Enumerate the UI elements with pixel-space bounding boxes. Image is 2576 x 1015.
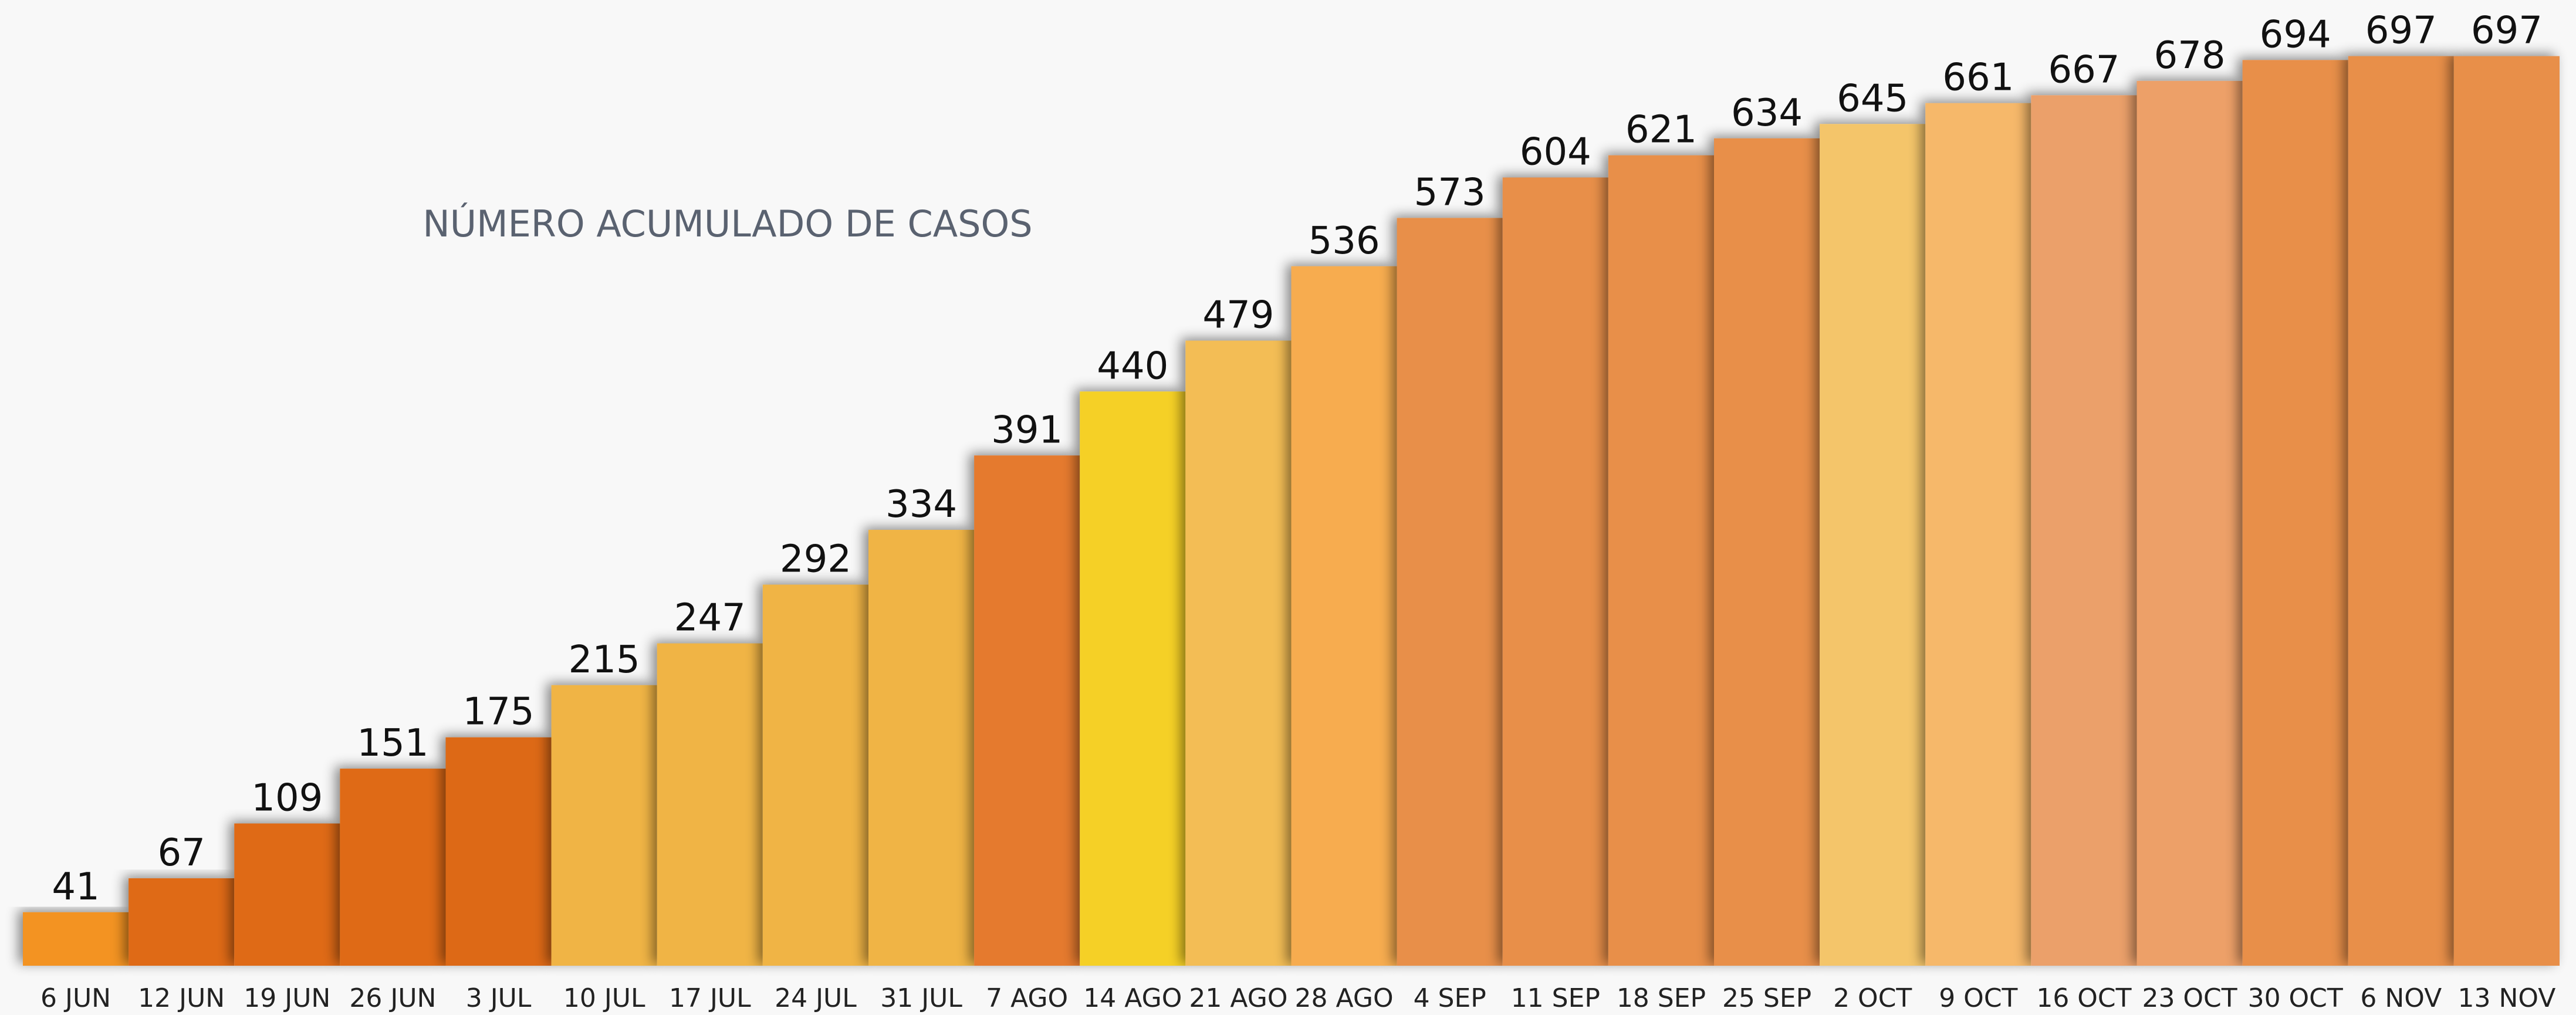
value-label: 667: [2048, 48, 2119, 92]
value-label: 604: [1520, 131, 1591, 174]
bar: [1925, 103, 2031, 966]
value-label: 694: [2260, 13, 2331, 56]
chart-title: NÚMERO ACUMULADO DE CASOS: [422, 202, 1032, 245]
value-label: 175: [462, 691, 534, 734]
value-label: 215: [569, 638, 640, 682]
x-tick-label: 14 AGO: [1083, 983, 1182, 1013]
x-tick-label: 21 AGO: [1189, 983, 1287, 1013]
bar: [234, 823, 340, 966]
value-label: 292: [780, 537, 851, 581]
x-tick-label: 10 JUL: [563, 983, 645, 1013]
bar: [23, 912, 129, 966]
x-tick-label: 13 NOV: [2458, 983, 2556, 1013]
value-label: 634: [1731, 92, 1803, 135]
bar: [762, 584, 868, 966]
x-tick-label: 6 JUN: [40, 983, 111, 1013]
x-tick-label: 24 JUL: [775, 983, 857, 1013]
bar: [2242, 60, 2348, 966]
x-tick-label: 18 SEP: [1617, 983, 1706, 1013]
bar: [2136, 80, 2243, 966]
bar: [2453, 56, 2560, 966]
value-label: 697: [2471, 9, 2543, 53]
bar: [340, 769, 446, 966]
x-tick-label: 12 JUN: [138, 983, 225, 1013]
bar: [868, 530, 975, 966]
bar: [2031, 95, 2137, 966]
bar: [1397, 218, 1503, 966]
value-label: 661: [1942, 56, 2014, 100]
x-tick-label: 17 JUL: [669, 983, 751, 1013]
bar: [1608, 155, 1714, 966]
x-tick-label: 4 SEP: [1414, 983, 1486, 1013]
bar: [2348, 56, 2454, 966]
x-tick-label: 3 JUL: [466, 983, 532, 1013]
bar: [1291, 266, 1397, 966]
value-label: 151: [357, 722, 428, 765]
x-tick-label: 9 OCT: [1939, 983, 2017, 1013]
x-tick-label: 28 AGO: [1295, 983, 1394, 1013]
x-tick-label: 26 JUN: [349, 983, 436, 1013]
bar: [974, 455, 1080, 966]
bar: [445, 737, 552, 966]
x-tick-label: 30 OCT: [2248, 983, 2343, 1013]
bar: [1502, 177, 1608, 966]
value-label: 67: [157, 831, 205, 875]
value-label: 41: [52, 865, 99, 909]
x-tick-label: 11 SEP: [1511, 983, 1600, 1013]
value-label: 391: [991, 408, 1063, 452]
value-label: 697: [2365, 9, 2437, 53]
x-tick-label: 7 AGO: [986, 983, 1068, 1013]
bar: [1714, 138, 1820, 966]
x-tick-label: 19 JUN: [244, 983, 330, 1013]
bar: [1820, 124, 1926, 966]
value-label: 645: [1837, 77, 1908, 120]
x-tick-label: 23 OCT: [2142, 983, 2237, 1013]
value-label: 247: [674, 597, 746, 640]
bar: [129, 878, 235, 966]
bar: [551, 685, 657, 966]
value-label: 334: [885, 483, 957, 526]
x-tick-label: 31 JUL: [880, 983, 962, 1013]
bar: [657, 643, 763, 966]
value-label: 621: [1625, 109, 1697, 152]
bar: [1185, 340, 1292, 966]
bar: [1080, 391, 1186, 966]
x-tick-label: 2 OCT: [1833, 983, 1912, 1013]
value-label: 536: [1308, 219, 1380, 263]
value-label: 109: [251, 777, 323, 820]
x-tick-label: 25 SEP: [1722, 983, 1811, 1013]
x-tick-label: 6 NOV: [2360, 983, 2442, 1013]
x-tick-label: 16 OCT: [2036, 983, 2131, 1013]
value-label: 440: [1097, 344, 1168, 388]
value-label: 479: [1202, 294, 1274, 337]
value-label: 573: [1414, 171, 1486, 214]
value-label: 678: [2154, 34, 2225, 77]
